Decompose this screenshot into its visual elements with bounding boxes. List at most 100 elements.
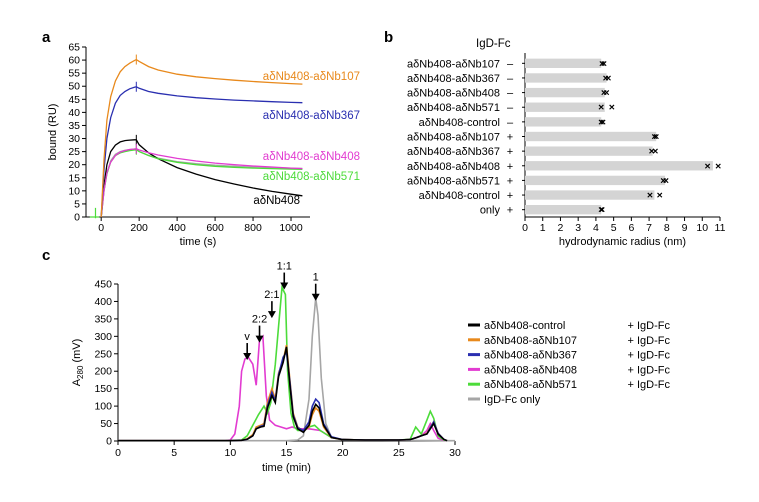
peak-arrow-head bbox=[280, 282, 289, 290]
x-tick-label: 800 bbox=[244, 222, 262, 234]
igd-sign: + bbox=[507, 161, 513, 173]
igd-sign: + bbox=[507, 205, 513, 217]
series-label: aδNb408-aδNb571 bbox=[263, 171, 360, 183]
y-tick-label: 30 bbox=[68, 133, 80, 145]
igd-sign: – bbox=[507, 58, 514, 70]
replicate-marker: × bbox=[663, 175, 669, 187]
y-tick-label: 45 bbox=[68, 94, 80, 106]
y-tick-label: 25 bbox=[68, 146, 80, 158]
replicate-marker: × bbox=[601, 58, 607, 70]
x-tick-label: 600 bbox=[206, 222, 224, 234]
x-tick-label: 30 bbox=[449, 447, 461, 459]
y-tick-label: 55 bbox=[68, 68, 80, 80]
series-line-black bbox=[100, 139, 303, 218]
row-label: aδNb408-aδNb571 bbox=[407, 175, 500, 187]
x-tick-label: 7 bbox=[646, 222, 652, 234]
bar bbox=[525, 204, 602, 215]
igd-sign: – bbox=[507, 88, 514, 100]
y-tick-label: 5 bbox=[74, 198, 80, 210]
peak-arrow-head bbox=[267, 311, 276, 319]
y-tick-label: 250 bbox=[94, 348, 112, 360]
bar bbox=[525, 131, 657, 142]
series-line-black bbox=[118, 346, 448, 442]
y-tick-label: 0 bbox=[74, 212, 80, 224]
x-tick-label: 0 bbox=[98, 222, 104, 234]
legend-suffix: + IgD-Fc bbox=[628, 320, 671, 332]
y-tick-label: 50 bbox=[100, 418, 112, 430]
y-tick-label: 35 bbox=[68, 120, 80, 132]
replicate-marker: × bbox=[601, 87, 607, 99]
x-tick-label: 0 bbox=[115, 447, 121, 459]
y-tick-label: 350 bbox=[94, 313, 112, 325]
bar bbox=[525, 117, 602, 127]
peak-arrow-head bbox=[255, 335, 264, 343]
x-tick-label: 1 bbox=[540, 222, 546, 234]
x-tick-label: 3 bbox=[575, 222, 581, 234]
y-tick-label: 10 bbox=[68, 185, 80, 197]
igd-header: IgD-Fc bbox=[476, 38, 511, 50]
igd-sign: – bbox=[507, 117, 514, 129]
y-tick-label: 50 bbox=[68, 81, 80, 93]
legend-suffix: + IgD-Fc bbox=[628, 350, 671, 362]
legend-label: aδNb408-aδNb367 bbox=[484, 350, 577, 362]
bar bbox=[525, 87, 605, 98]
series-line-magenta bbox=[118, 334, 448, 442]
y-axis-title-unit: (mV) bbox=[71, 339, 83, 366]
y-axis-title-main: A bbox=[71, 378, 83, 386]
peak-annotation: 1:1 bbox=[277, 261, 292, 273]
legend-label: IgD-Fc only bbox=[484, 394, 541, 406]
series-label: aδNb408-aδNb107 bbox=[263, 71, 360, 83]
x-axis-title: hydrodynamic radius (nm) bbox=[559, 236, 686, 248]
y-tick-label: 65 bbox=[68, 42, 80, 54]
replicate-marker: × bbox=[603, 87, 609, 99]
replicate-marker: × bbox=[651, 131, 657, 143]
y-tick-label: 150 bbox=[94, 383, 112, 395]
peak-arrow-head bbox=[311, 293, 320, 301]
y-tick-label: 400 bbox=[94, 296, 112, 308]
legend-label: aδNb408-aδNb571 bbox=[484, 379, 577, 391]
replicate-marker: × bbox=[598, 102, 604, 114]
legend-suffix: + IgD-Fc bbox=[628, 364, 671, 376]
replicate-marker: × bbox=[605, 72, 611, 84]
x-tick-label: 400 bbox=[168, 222, 186, 234]
series-label: aδNb408-aδNb367 bbox=[263, 110, 360, 122]
y-axis-title-sub: 280 bbox=[76, 365, 85, 379]
panel-c-label: c bbox=[42, 247, 50, 264]
peak-annotation: 2:1 bbox=[264, 289, 279, 301]
y-tick-label: 300 bbox=[94, 331, 112, 343]
x-tick-label: 20 bbox=[337, 447, 349, 459]
y-tick-label: 450 bbox=[94, 279, 112, 291]
y-tick-label: 100 bbox=[94, 401, 112, 413]
replicate-marker: × bbox=[599, 58, 605, 70]
row-label: only bbox=[480, 205, 501, 217]
peak-annotation: v bbox=[244, 331, 250, 343]
replicate-marker: × bbox=[598, 204, 604, 216]
igd-sign: + bbox=[507, 146, 513, 158]
replicate-marker: × bbox=[653, 131, 659, 143]
replicate-marker: × bbox=[660, 175, 666, 187]
panel-c-chart: 0 50 100 150 200 250 300 350 400 450 0 5 10 15 20 25 30 t… bbox=[71, 261, 670, 474]
series-line-orange bbox=[100, 58, 303, 218]
replicate-marker: × bbox=[598, 116, 604, 128]
replicate-marker: × bbox=[715, 160, 721, 172]
y-tick-label: 40 bbox=[68, 107, 80, 119]
bar bbox=[525, 146, 653, 156]
igd-sign: + bbox=[507, 175, 513, 187]
x-tick-label: 10 bbox=[696, 222, 708, 234]
y-axis-title: bound (RU) bbox=[47, 104, 59, 161]
peak-annotation: 1 bbox=[313, 272, 319, 284]
replicate-marker: × bbox=[609, 102, 615, 114]
legend-suffix: + IgD-Fc bbox=[628, 379, 671, 391]
y-axis-title: A280 (mV) bbox=[71, 339, 85, 387]
igd-sign: + bbox=[507, 132, 513, 144]
replicate-marker: × bbox=[647, 190, 653, 202]
row-label: aδNb408-aδNb367 bbox=[407, 146, 500, 158]
legend-suffix: + IgD-Fc bbox=[628, 335, 671, 347]
x-tick-label: 10 bbox=[224, 447, 236, 459]
x-tick-label: 25 bbox=[393, 447, 405, 459]
row-label: aδNb408-control bbox=[419, 190, 500, 202]
x-tick-label: 8 bbox=[664, 222, 670, 234]
x-tick-label: 6 bbox=[628, 222, 634, 234]
row-label: aδNb408-aδNb367 bbox=[407, 73, 500, 85]
